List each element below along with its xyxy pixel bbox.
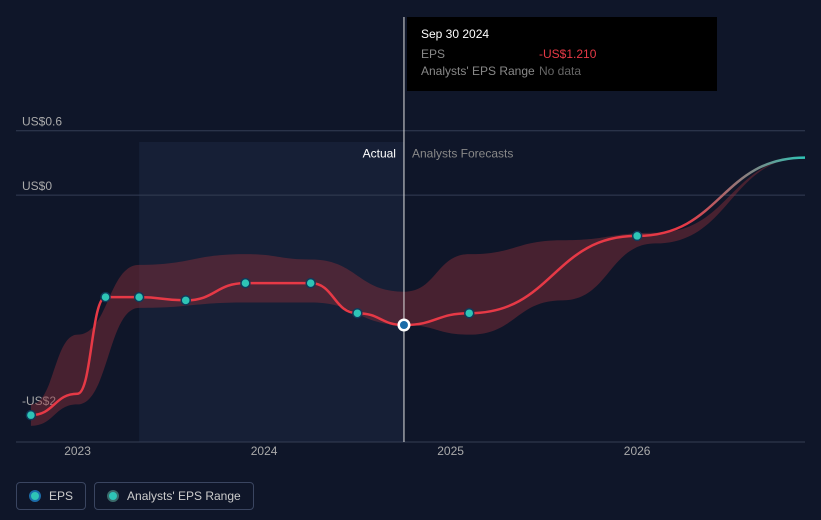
tooltip-row-eps: EPS -US$1.210	[421, 47, 703, 61]
tooltip-range-value: No data	[539, 64, 581, 78]
tooltip-date: Sep 30 2024	[421, 27, 703, 41]
svg-text:2026: 2026	[624, 444, 651, 458]
svg-text:US$0: US$0	[22, 179, 52, 193]
svg-text:2024: 2024	[251, 444, 278, 458]
svg-text:Actual: Actual	[363, 147, 396, 161]
svg-text:Analysts Forecasts: Analysts Forecasts	[412, 147, 513, 161]
legend-dot-eps	[29, 490, 41, 502]
tooltip-range-label: Analysts' EPS Range	[421, 64, 539, 78]
tooltip-eps-value: -US$1.210	[539, 47, 596, 61]
svg-text:2023: 2023	[64, 444, 91, 458]
legend-item-range[interactable]: Analysts' EPS Range	[94, 482, 254, 510]
tooltip-row-range: Analysts' EPS Range No data	[421, 64, 703, 78]
tooltip: Sep 30 2024 EPS -US$1.210 Analysts' EPS …	[407, 17, 717, 91]
legend-dot-range	[107, 490, 119, 502]
legend-label-eps: EPS	[49, 489, 73, 503]
svg-text:2025: 2025	[437, 444, 464, 458]
svg-text:US$0.6: US$0.6	[22, 115, 62, 129]
tooltip-eps-label: EPS	[421, 47, 539, 61]
legend: EPS Analysts' EPS Range	[16, 482, 254, 510]
legend-label-range: Analysts' EPS Range	[127, 489, 241, 503]
legend-item-eps[interactable]: EPS	[16, 482, 86, 510]
